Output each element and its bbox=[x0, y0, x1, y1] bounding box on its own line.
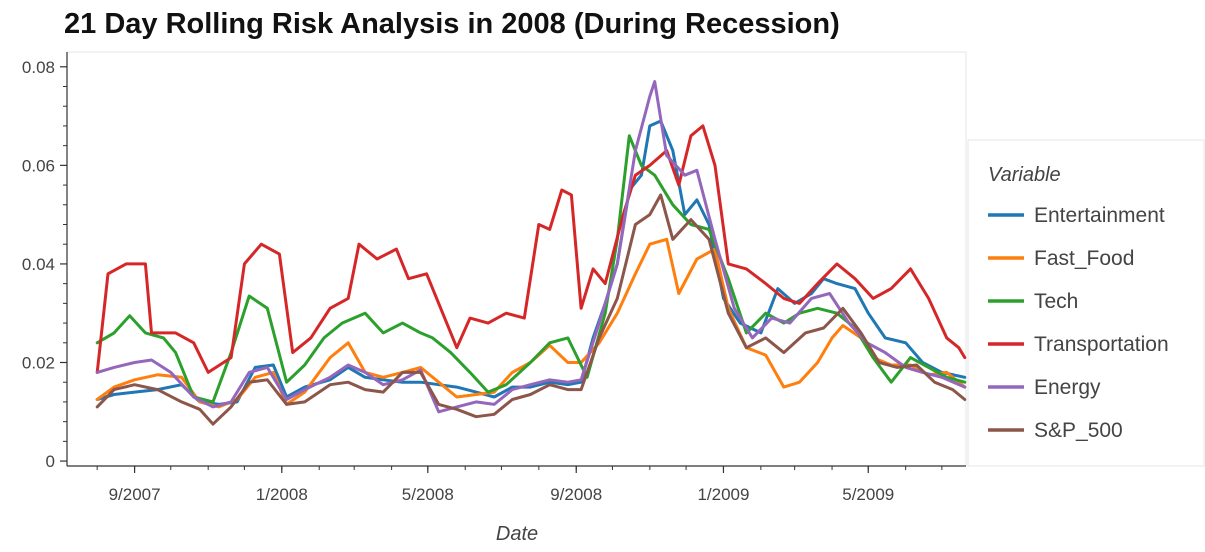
x-axis-ticks: 9/2007 1/2008 5/2008 9/2008 1/2009 5/2009 bbox=[96, 466, 943, 504]
series-line-entertainment bbox=[95, 119, 967, 406]
x-tick-label: 9/2007 bbox=[109, 485, 161, 504]
y-tick-label: 0.08 bbox=[22, 58, 55, 77]
chart-title: 21 Day Rolling Risk Analysis in 2008 (Du… bbox=[64, 8, 840, 40]
y-axis-ticks: 0 0.02 0.04 0.06 0.08 bbox=[22, 58, 67, 471]
series-line-fast-food bbox=[95, 237, 967, 409]
x-axis-title: Date bbox=[496, 523, 538, 545]
x-tick-label: 5/2008 bbox=[402, 485, 454, 504]
legend-items: Entertainment Fast_Food Tech Transportation… bbox=[988, 204, 1169, 442]
legend-title: Variable bbox=[988, 164, 1061, 186]
legend-label: Tech bbox=[1034, 290, 1078, 313]
series-layer bbox=[95, 80, 967, 426]
y-tick-label: 0.06 bbox=[22, 156, 55, 175]
series-line-energy bbox=[95, 80, 967, 414]
y-tick-label: 0.02 bbox=[22, 354, 55, 373]
legend-frame bbox=[967, 139, 1205, 467]
legend-label: Fast_Food bbox=[1034, 247, 1134, 270]
legend-label: Entertainment bbox=[1034, 204, 1165, 227]
legend-label: Transportation bbox=[1034, 333, 1169, 356]
series-line-transportation bbox=[95, 124, 967, 374]
legend-label: S&P_500 bbox=[1034, 419, 1123, 442]
x-tick-label: 1/2009 bbox=[697, 485, 749, 504]
y-tick-label: 0 bbox=[46, 452, 55, 471]
series-line-s-p-500 bbox=[95, 193, 967, 426]
x-tick-label: 5/2009 bbox=[842, 485, 894, 504]
y-tick-label: 0.04 bbox=[22, 255, 55, 274]
legend-label: Energy bbox=[1034, 376, 1101, 399]
x-tick-label: 1/2008 bbox=[256, 485, 308, 504]
x-tick-label: 9/2008 bbox=[550, 485, 602, 504]
